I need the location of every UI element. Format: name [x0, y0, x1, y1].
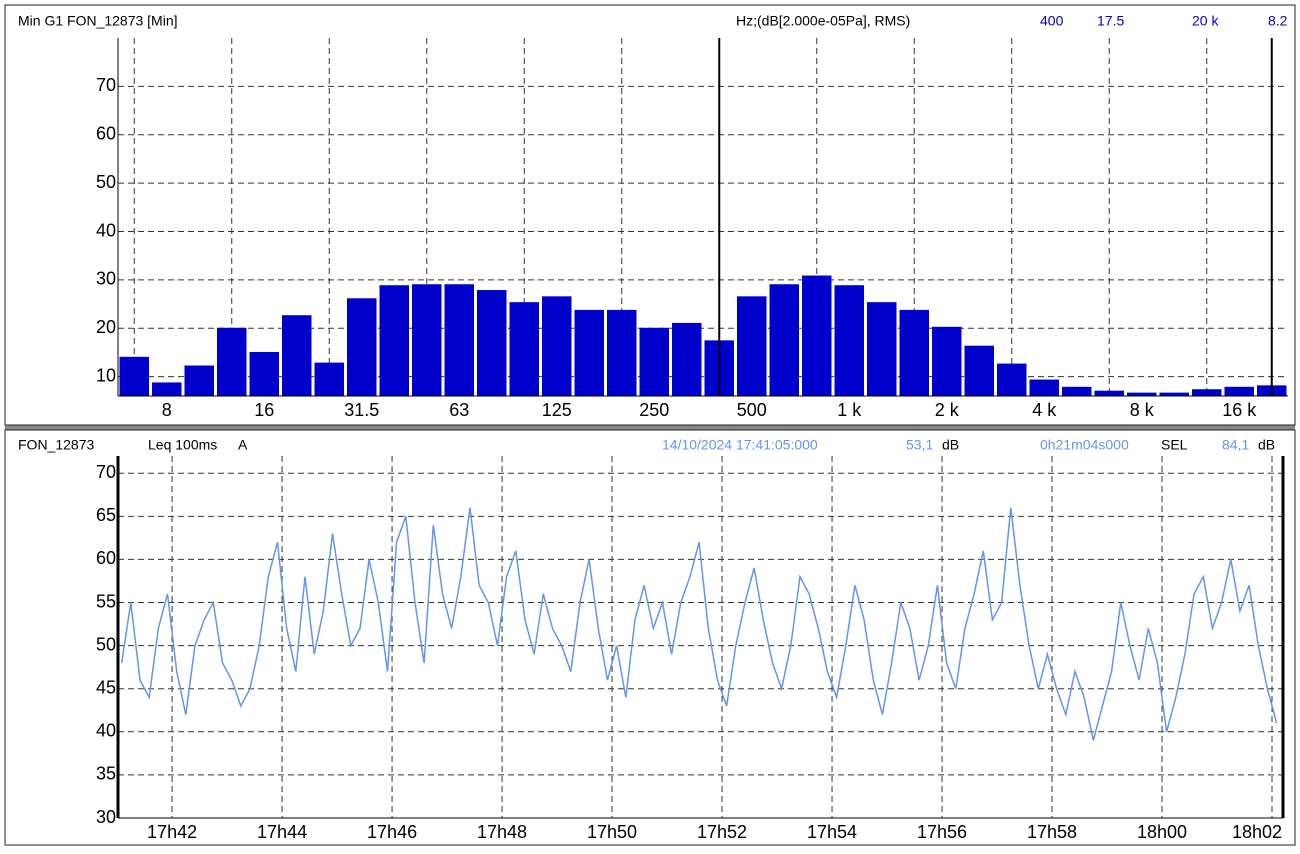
bar	[834, 285, 864, 396]
y-tick-label: 30	[96, 269, 116, 289]
bar	[542, 296, 572, 396]
bar	[119, 356, 149, 396]
bar	[314, 362, 344, 396]
y-tick-label: 50	[96, 634, 116, 654]
start-time: 14/10/2024 17:41:05:000	[662, 437, 818, 453]
y-tick-label: 65	[96, 505, 116, 525]
cursor-value: 8.2	[1268, 13, 1288, 29]
y-tick-label: 10	[96, 365, 116, 385]
bar	[347, 298, 377, 396]
top-title: Min G1 FON_12873 [Min]	[18, 13, 178, 29]
bar	[769, 284, 799, 396]
bar	[1159, 392, 1189, 396]
y-tick-label: 45	[96, 677, 116, 697]
x-tick-label: 17h50	[587, 822, 637, 842]
x-tick-label: 17h56	[917, 822, 967, 842]
bar	[639, 327, 669, 396]
leq-value: 53,1	[906, 437, 933, 453]
bottom-title: FON_12873	[18, 437, 94, 453]
sel-label: SEL	[1161, 437, 1188, 453]
x-tick-label: 17h42	[147, 822, 197, 842]
bar	[1062, 386, 1092, 396]
sel-value: 84,1	[1222, 437, 1249, 453]
x-tick-label: 250	[639, 400, 669, 420]
x-tick-label: 31.5	[344, 400, 379, 420]
x-tick-label: 17h48	[477, 822, 527, 842]
bar	[152, 382, 182, 396]
x-tick-label: 17h46	[367, 822, 417, 842]
x-tick-label: 16 k	[1222, 400, 1257, 420]
bar	[932, 326, 962, 396]
bar	[867, 302, 897, 396]
bar	[1029, 379, 1059, 396]
x-tick-label: 17h44	[257, 822, 307, 842]
bar	[607, 309, 637, 396]
bar	[1224, 386, 1254, 396]
x-tick-label: 8	[162, 400, 172, 420]
bar	[184, 365, 214, 396]
y-tick-label: 40	[96, 721, 116, 741]
x-tick-label: 4 k	[1032, 400, 1057, 420]
x-tick-label: 1 k	[837, 400, 862, 420]
y-tick-label: 55	[96, 591, 116, 611]
bar	[802, 275, 832, 396]
bar	[379, 285, 409, 396]
bar	[444, 284, 474, 396]
cursor-freq: 400	[1040, 13, 1064, 29]
x-tick-label: 18h02	[1232, 822, 1282, 842]
x-tick-label: 16	[254, 400, 274, 420]
x-tick-label: 18h00	[1137, 822, 1187, 842]
weighting: A	[238, 437, 248, 453]
bar	[672, 322, 702, 396]
sel-unit: dB	[1258, 437, 1275, 453]
bar	[249, 351, 279, 396]
x-tick-label: 17h54	[807, 822, 857, 842]
y-tick-label: 70	[96, 462, 116, 482]
leq-unit: dB	[942, 437, 959, 453]
x-tick-label: 125	[542, 400, 572, 420]
measure: Leq 100ms	[148, 437, 217, 453]
x-tick-label: 63	[449, 400, 469, 420]
bottom-panel	[4, 429, 1296, 846]
bar	[899, 309, 929, 396]
bar	[997, 363, 1027, 396]
cursor-freq: 20 k	[1192, 13, 1219, 29]
y-tick-label: 40	[96, 220, 116, 240]
x-tick-label: 500	[737, 400, 767, 420]
bar	[477, 290, 507, 396]
axis-info: Hz;(dB[2.000e-05Pa], RMS)	[736, 13, 910, 29]
y-tick-label: 60	[96, 548, 116, 568]
bar	[1094, 390, 1124, 396]
bar	[964, 345, 994, 396]
bar	[412, 284, 442, 396]
y-tick-label: 30	[96, 807, 116, 827]
x-tick-label: 17h58	[1027, 822, 1077, 842]
y-tick-label: 50	[96, 172, 116, 192]
x-tick-label: 2 k	[935, 400, 960, 420]
y-tick-label: 70	[96, 75, 116, 95]
x-tick-label: 17h52	[697, 822, 747, 842]
level-line	[120, 507, 1278, 741]
bar	[282, 315, 312, 396]
bar	[574, 309, 604, 396]
bar	[1192, 389, 1222, 396]
bar	[1127, 392, 1157, 396]
y-tick-label: 35	[96, 764, 116, 784]
bar	[217, 327, 247, 396]
duration: 0h21m04s000	[1040, 437, 1129, 453]
bar	[509, 302, 539, 396]
y-tick-label: 60	[96, 124, 116, 144]
bar	[737, 296, 767, 396]
cursor-value: 17.5	[1097, 13, 1124, 29]
y-tick-label: 20	[96, 317, 116, 337]
x-tick-label: 8 k	[1130, 400, 1155, 420]
